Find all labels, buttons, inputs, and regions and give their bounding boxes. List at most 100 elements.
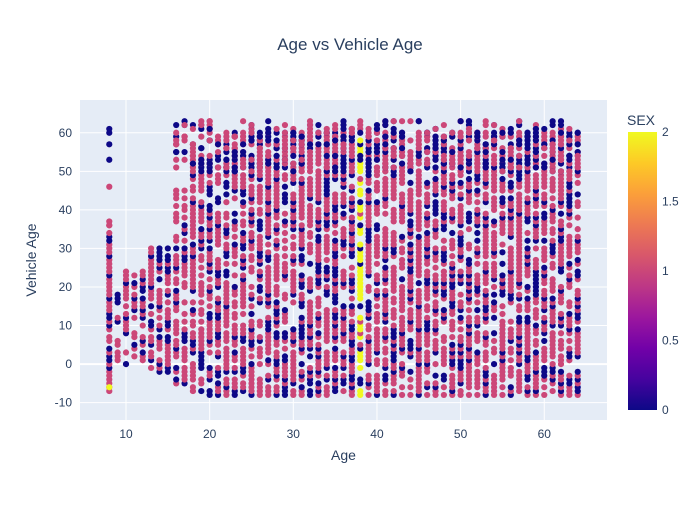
data-point[interactable] bbox=[390, 164, 397, 171]
data-point[interactable] bbox=[407, 337, 414, 345]
data-point[interactable] bbox=[231, 260, 238, 267]
data-point[interactable] bbox=[424, 391, 431, 399]
data-point[interactable] bbox=[373, 168, 381, 175]
data-point[interactable] bbox=[290, 160, 297, 167]
data-point[interactable] bbox=[457, 191, 464, 198]
data-point[interactable] bbox=[114, 291, 121, 298]
data-point[interactable] bbox=[373, 222, 381, 229]
data-point[interactable] bbox=[323, 264, 330, 271]
data-point[interactable] bbox=[265, 264, 272, 271]
data-point[interactable] bbox=[340, 303, 347, 310]
data-point[interactable] bbox=[432, 199, 439, 206]
data-point[interactable] bbox=[424, 268, 431, 275]
data-point[interactable] bbox=[332, 152, 339, 160]
data-point[interactable] bbox=[532, 172, 539, 179]
data-point[interactable] bbox=[306, 202, 314, 210]
data-point[interactable] bbox=[248, 156, 255, 163]
data-point[interactable] bbox=[290, 299, 297, 306]
data-point[interactable] bbox=[181, 318, 188, 325]
data-point[interactable] bbox=[223, 241, 230, 248]
data-point[interactable] bbox=[106, 222, 113, 229]
data-point[interactable] bbox=[574, 152, 581, 160]
data-point[interactable] bbox=[407, 187, 414, 194]
data-point[interactable] bbox=[465, 152, 473, 160]
data-point[interactable] bbox=[474, 330, 481, 337]
data-point[interactable] bbox=[465, 391, 473, 399]
data-point[interactable] bbox=[189, 241, 197, 248]
data-point[interactable] bbox=[164, 287, 171, 294]
data-point[interactable] bbox=[432, 380, 439, 387]
data-point[interactable] bbox=[357, 303, 364, 310]
data-point[interactable] bbox=[198, 199, 205, 206]
data-point[interactable] bbox=[482, 191, 489, 198]
data-point[interactable] bbox=[524, 229, 531, 237]
data-point[interactable] bbox=[214, 295, 222, 302]
data-point[interactable] bbox=[482, 129, 489, 136]
data-point[interactable] bbox=[373, 260, 381, 267]
data-point[interactable] bbox=[223, 156, 230, 163]
data-point[interactable] bbox=[181, 156, 188, 163]
data-point[interactable] bbox=[306, 141, 314, 148]
data-point[interactable] bbox=[482, 349, 489, 356]
data-point[interactable] bbox=[440, 391, 447, 399]
data-point[interactable] bbox=[198, 280, 205, 287]
data-point[interactable] bbox=[281, 191, 289, 198]
data-point[interactable] bbox=[173, 187, 180, 194]
data-point[interactable] bbox=[574, 226, 581, 233]
data-point[interactable] bbox=[240, 199, 247, 206]
data-point[interactable] bbox=[373, 287, 381, 294]
data-point[interactable] bbox=[524, 237, 531, 244]
data-point[interactable] bbox=[173, 202, 180, 210]
data-point[interactable] bbox=[482, 260, 489, 267]
data-point[interactable] bbox=[298, 175, 305, 183]
data-point[interactable] bbox=[457, 299, 464, 306]
data-point[interactable] bbox=[206, 387, 213, 395]
data-point[interactable] bbox=[390, 264, 397, 271]
data-point[interactable] bbox=[440, 384, 447, 391]
data-point[interactable] bbox=[357, 199, 364, 206]
data-point[interactable] bbox=[574, 129, 581, 136]
data-point[interactable] bbox=[390, 125, 397, 133]
data-point[interactable] bbox=[532, 210, 539, 217]
data-point[interactable] bbox=[373, 326, 381, 333]
data-point[interactable] bbox=[440, 237, 447, 244]
data-point[interactable] bbox=[248, 253, 255, 260]
data-point[interactable] bbox=[281, 307, 289, 314]
data-point[interactable] bbox=[524, 245, 531, 252]
data-point[interactable] bbox=[131, 330, 138, 337]
data-point[interactable] bbox=[290, 241, 297, 248]
data-point[interactable] bbox=[407, 160, 414, 167]
data-point[interactable] bbox=[373, 357, 381, 364]
data-point[interactable] bbox=[214, 141, 222, 148]
data-point[interactable] bbox=[181, 133, 188, 140]
data-point[interactable] bbox=[240, 218, 247, 225]
data-point[interactable] bbox=[281, 145, 289, 152]
data-point[interactable] bbox=[206, 349, 213, 356]
data-point[interactable] bbox=[240, 118, 247, 125]
data-point[interactable] bbox=[482, 141, 489, 148]
data-point[interactable] bbox=[189, 307, 197, 314]
data-point[interactable] bbox=[206, 276, 213, 283]
data-point[interactable] bbox=[131, 291, 138, 298]
data-point[interactable] bbox=[189, 195, 197, 202]
data-point[interactable] bbox=[382, 210, 389, 217]
data-point[interactable] bbox=[298, 314, 305, 321]
data-point[interactable] bbox=[490, 229, 498, 237]
data-point[interactable] bbox=[240, 345, 247, 352]
data-point[interactable] bbox=[248, 168, 255, 175]
data-point[interactable] bbox=[532, 245, 539, 252]
data-point[interactable] bbox=[415, 129, 422, 136]
data-point[interactable] bbox=[273, 253, 280, 260]
data-point[interactable] bbox=[306, 276, 314, 283]
data-point[interactable] bbox=[131, 272, 138, 279]
data-point[interactable] bbox=[231, 195, 238, 202]
data-point[interactable] bbox=[398, 283, 406, 291]
data-point[interactable] bbox=[566, 152, 573, 160]
data-point[interactable] bbox=[549, 148, 556, 156]
data-point[interactable] bbox=[206, 283, 213, 291]
data-point[interactable] bbox=[398, 160, 406, 167]
data-point[interactable] bbox=[507, 318, 514, 325]
data-point[interactable] bbox=[557, 330, 565, 337]
data-point[interactable] bbox=[189, 360, 197, 368]
data-point[interactable] bbox=[340, 253, 347, 260]
